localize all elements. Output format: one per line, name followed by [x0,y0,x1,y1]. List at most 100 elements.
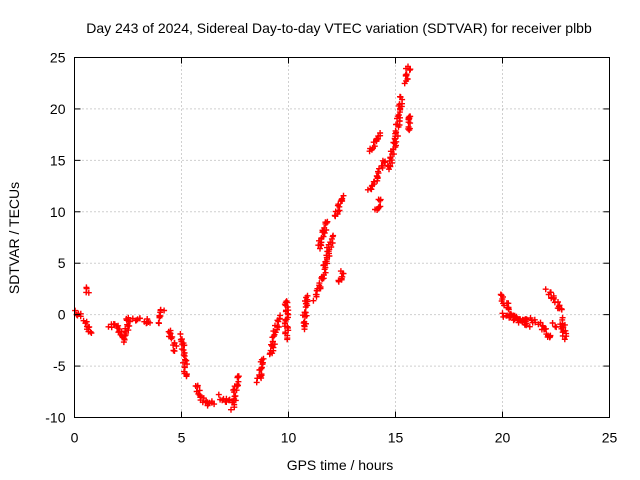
x-tick-label: 10 [281,430,297,446]
data-point [181,342,188,349]
data-point [539,323,546,329]
data-point [72,307,79,314]
data-point [526,323,533,330]
data-point [532,319,539,326]
data-point [196,392,203,398]
data-point [122,331,129,338]
data-point [397,94,404,100]
data-point [123,315,130,322]
data-point [320,233,327,240]
data-point [527,315,534,321]
data-point [535,321,542,328]
y-tick-label: 20 [50,101,66,117]
data-point [394,113,401,120]
data-point [500,313,507,320]
data-point [133,317,140,324]
data-point [330,232,337,239]
data-point [508,312,515,319]
data-point [180,359,186,366]
data-point [501,302,508,309]
data-point [272,329,279,336]
data-point [180,352,187,358]
data-point [407,66,414,73]
y-tick-label: 10 [50,204,66,220]
data-point [173,343,180,349]
data-point [161,307,168,314]
data-point [235,373,242,380]
data-point [215,391,222,398]
data-point [549,320,556,326]
data-point [232,393,239,399]
data-point [316,280,323,287]
y-tick-label: -5 [53,358,66,374]
data-point [393,138,400,145]
data-point [258,371,265,378]
data-point [228,406,234,413]
data-point [277,312,284,319]
data-point [372,206,378,213]
grid-lines [74,57,610,418]
data-point [258,365,265,372]
data-point [371,178,378,185]
data-point [335,201,342,208]
chart-title: Day 243 of 2024, Sidereal Day-to-day VTE… [86,20,592,36]
data-point [405,125,412,132]
data-point [183,357,190,364]
x-tick-label: 20 [495,430,511,446]
data-point [561,336,568,343]
y-tick-label: -10 [45,410,65,426]
y-tick-label: 15 [50,152,66,168]
data-point [181,364,188,371]
data-points [72,63,570,413]
data-point [407,120,414,127]
data-point [320,261,327,268]
data-point [168,335,175,342]
data-point [550,296,557,303]
data-point [374,173,381,180]
data-point [555,299,561,305]
data-point [302,309,309,316]
data-point [144,316,151,322]
data-point [499,310,506,317]
data-point [231,401,238,408]
data-point [523,316,530,323]
data-point [310,297,317,304]
data-point [82,320,89,327]
data-point [184,361,190,368]
data-point [542,286,549,293]
data-point [74,312,81,319]
data-point [371,143,378,150]
data-point [404,76,411,82]
data-point [377,203,384,210]
data-point [183,373,190,380]
x-tick-label: 15 [388,430,404,446]
data-point [156,320,162,327]
data-point [558,305,565,312]
data-point [284,336,291,343]
y-tick-label: 25 [50,50,66,66]
data-point [274,323,281,330]
data-point [403,71,410,78]
data-point [200,395,207,402]
plot-frame [74,57,610,418]
data-point [395,112,402,118]
data-point [147,319,153,326]
data-point [377,132,384,139]
data-point [337,268,344,275]
x-tick-label: 25 [602,430,618,446]
data-point [285,311,292,318]
data-point [304,292,311,299]
data-point [321,224,328,231]
data-point [340,192,347,199]
data-point [157,306,164,313]
data-point [381,159,388,166]
data-point [378,162,385,169]
data-point [211,401,218,408]
data-point [332,208,339,215]
data-point [108,324,115,331]
y-tick-label: 0 [58,307,66,323]
data-point [375,196,382,203]
data-point [194,382,201,389]
data-point [392,127,399,134]
data-point [182,356,188,363]
